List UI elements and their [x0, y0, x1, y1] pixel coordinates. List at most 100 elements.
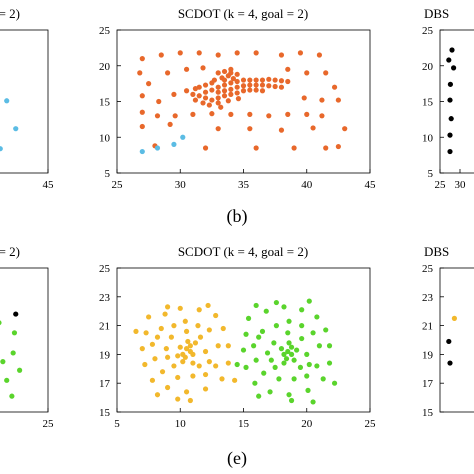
data-point-orange: [225, 73, 231, 79]
data-point-orange: [225, 98, 231, 104]
data-point-green: [271, 340, 277, 346]
data-point-yellow: [206, 327, 212, 333]
data-point-orange: [228, 91, 234, 97]
data-point-orange: [221, 77, 228, 83]
data-point-orange: [247, 111, 253, 117]
data-point-green: [267, 389, 273, 395]
data-point-orange: [215, 89, 221, 95]
data-point-yellow: [195, 323, 201, 329]
data-point-green: [291, 376, 297, 382]
data-point-orange: [139, 93, 145, 99]
y-tick-label: 23: [422, 292, 434, 304]
data-point-orange: [209, 111, 215, 117]
data-point-orange: [335, 143, 341, 150]
data-point-green: [0, 359, 6, 365]
data-point-orange: [215, 100, 221, 106]
data-point-yellow: [139, 346, 145, 352]
y-tick-label: 21: [99, 321, 110, 333]
data-point-yellow: [175, 353, 181, 359]
data-point-green: [310, 399, 316, 405]
y-tick-label: 23: [99, 292, 111, 304]
x-tick-label: 25: [365, 418, 377, 430]
data-point-green: [297, 364, 304, 370]
data-point-green: [304, 351, 310, 357]
data-point-orange: [139, 56, 145, 62]
data-point-green: [285, 330, 291, 336]
data-point-orange: [139, 123, 145, 130]
y-tick-label: 15: [99, 407, 111, 419]
data-point-orange: [253, 77, 259, 83]
data-point-orange: [335, 97, 341, 103]
data-point-green: [264, 350, 271, 356]
data-point-yellow: [187, 397, 193, 404]
plot-frame: [439, 29, 474, 174]
data-point-orange: [158, 52, 164, 58]
x-tick-label: 5: [114, 418, 120, 430]
x-tick-label: 25: [43, 418, 55, 430]
data-point-yellow: [183, 346, 190, 352]
chart-panel-0: SCDOT (k = 4, goal = 2) 25 30 35 40 45 5 10 15 20…: [99, 6, 376, 191]
data-point-orange: [272, 83, 278, 90]
data-point-yellow: [177, 305, 183, 311]
data-point-orange: [167, 121, 173, 127]
data-point-blue: [13, 126, 19, 132]
data-point-yellow: [149, 341, 156, 347]
data-point-yellow: [182, 354, 188, 360]
data-point-green: [306, 298, 312, 304]
chart-panel-4: = 2) 45: [0, 6, 54, 191]
data-point-orange: [342, 126, 348, 132]
data-point-orange: [259, 77, 266, 83]
data-point-green: [304, 373, 310, 379]
data-point-orange: [304, 70, 310, 76]
data-point-green: [4, 377, 10, 383]
chart-title: = 2): [0, 244, 20, 259]
data-point-orange: [196, 93, 202, 99]
data-point-orange: [209, 97, 215, 103]
data-point-green: [316, 343, 322, 349]
data-point-orange: [319, 113, 325, 119]
data-point-yellow: [196, 307, 202, 313]
data-point-orange: [200, 65, 206, 71]
data-point-yellow: [451, 315, 457, 321]
y-tick-label: 15: [422, 407, 434, 419]
data-point-yellow: [205, 302, 211, 309]
data-point-yellow: [171, 363, 177, 369]
data-point-yellow: [202, 348, 209, 355]
data-point-yellow: [165, 304, 171, 310]
data-point-yellow: [225, 343, 231, 349]
data-point-green: [256, 393, 262, 399]
data-point-orange: [278, 84, 285, 90]
data-point-orange: [278, 127, 285, 133]
data-point-orange: [285, 66, 291, 72]
data-point-orange: [192, 97, 199, 103]
data-point-yellow: [225, 360, 231, 366]
data-point-yellow: [149, 377, 156, 383]
data-point-orange: [310, 125, 316, 131]
data-point-orange: [206, 102, 212, 108]
data-point-yellow: [215, 343, 221, 349]
data-point-green: [259, 328, 266, 334]
data-point-green: [9, 393, 15, 399]
data-point-orange: [202, 89, 209, 95]
data-point-black: [451, 65, 457, 71]
data-point-yellow: [190, 360, 196, 366]
data-point-yellow: [165, 384, 171, 391]
data-point-yellow: [168, 334, 174, 340]
data-point-green: [310, 330, 316, 336]
data-point-green: [314, 314, 320, 320]
data-point-orange: [247, 77, 253, 83]
data-point-orange: [230, 76, 236, 82]
data-point-orange: [154, 113, 161, 119]
data-point-black: [447, 97, 453, 103]
data-point-orange: [319, 97, 325, 103]
data-point-yellow: [202, 386, 209, 392]
data-point-black: [447, 132, 453, 138]
data-point-green: [273, 299, 279, 306]
data-point-orange: [235, 96, 242, 102]
data-point-orange: [215, 84, 221, 90]
data-point-green: [331, 380, 338, 386]
data-point-orange: [183, 66, 190, 72]
data-point-orange: [228, 111, 234, 117]
data-point-orange: [221, 68, 228, 75]
x-tick-label: 45: [365, 179, 377, 191]
